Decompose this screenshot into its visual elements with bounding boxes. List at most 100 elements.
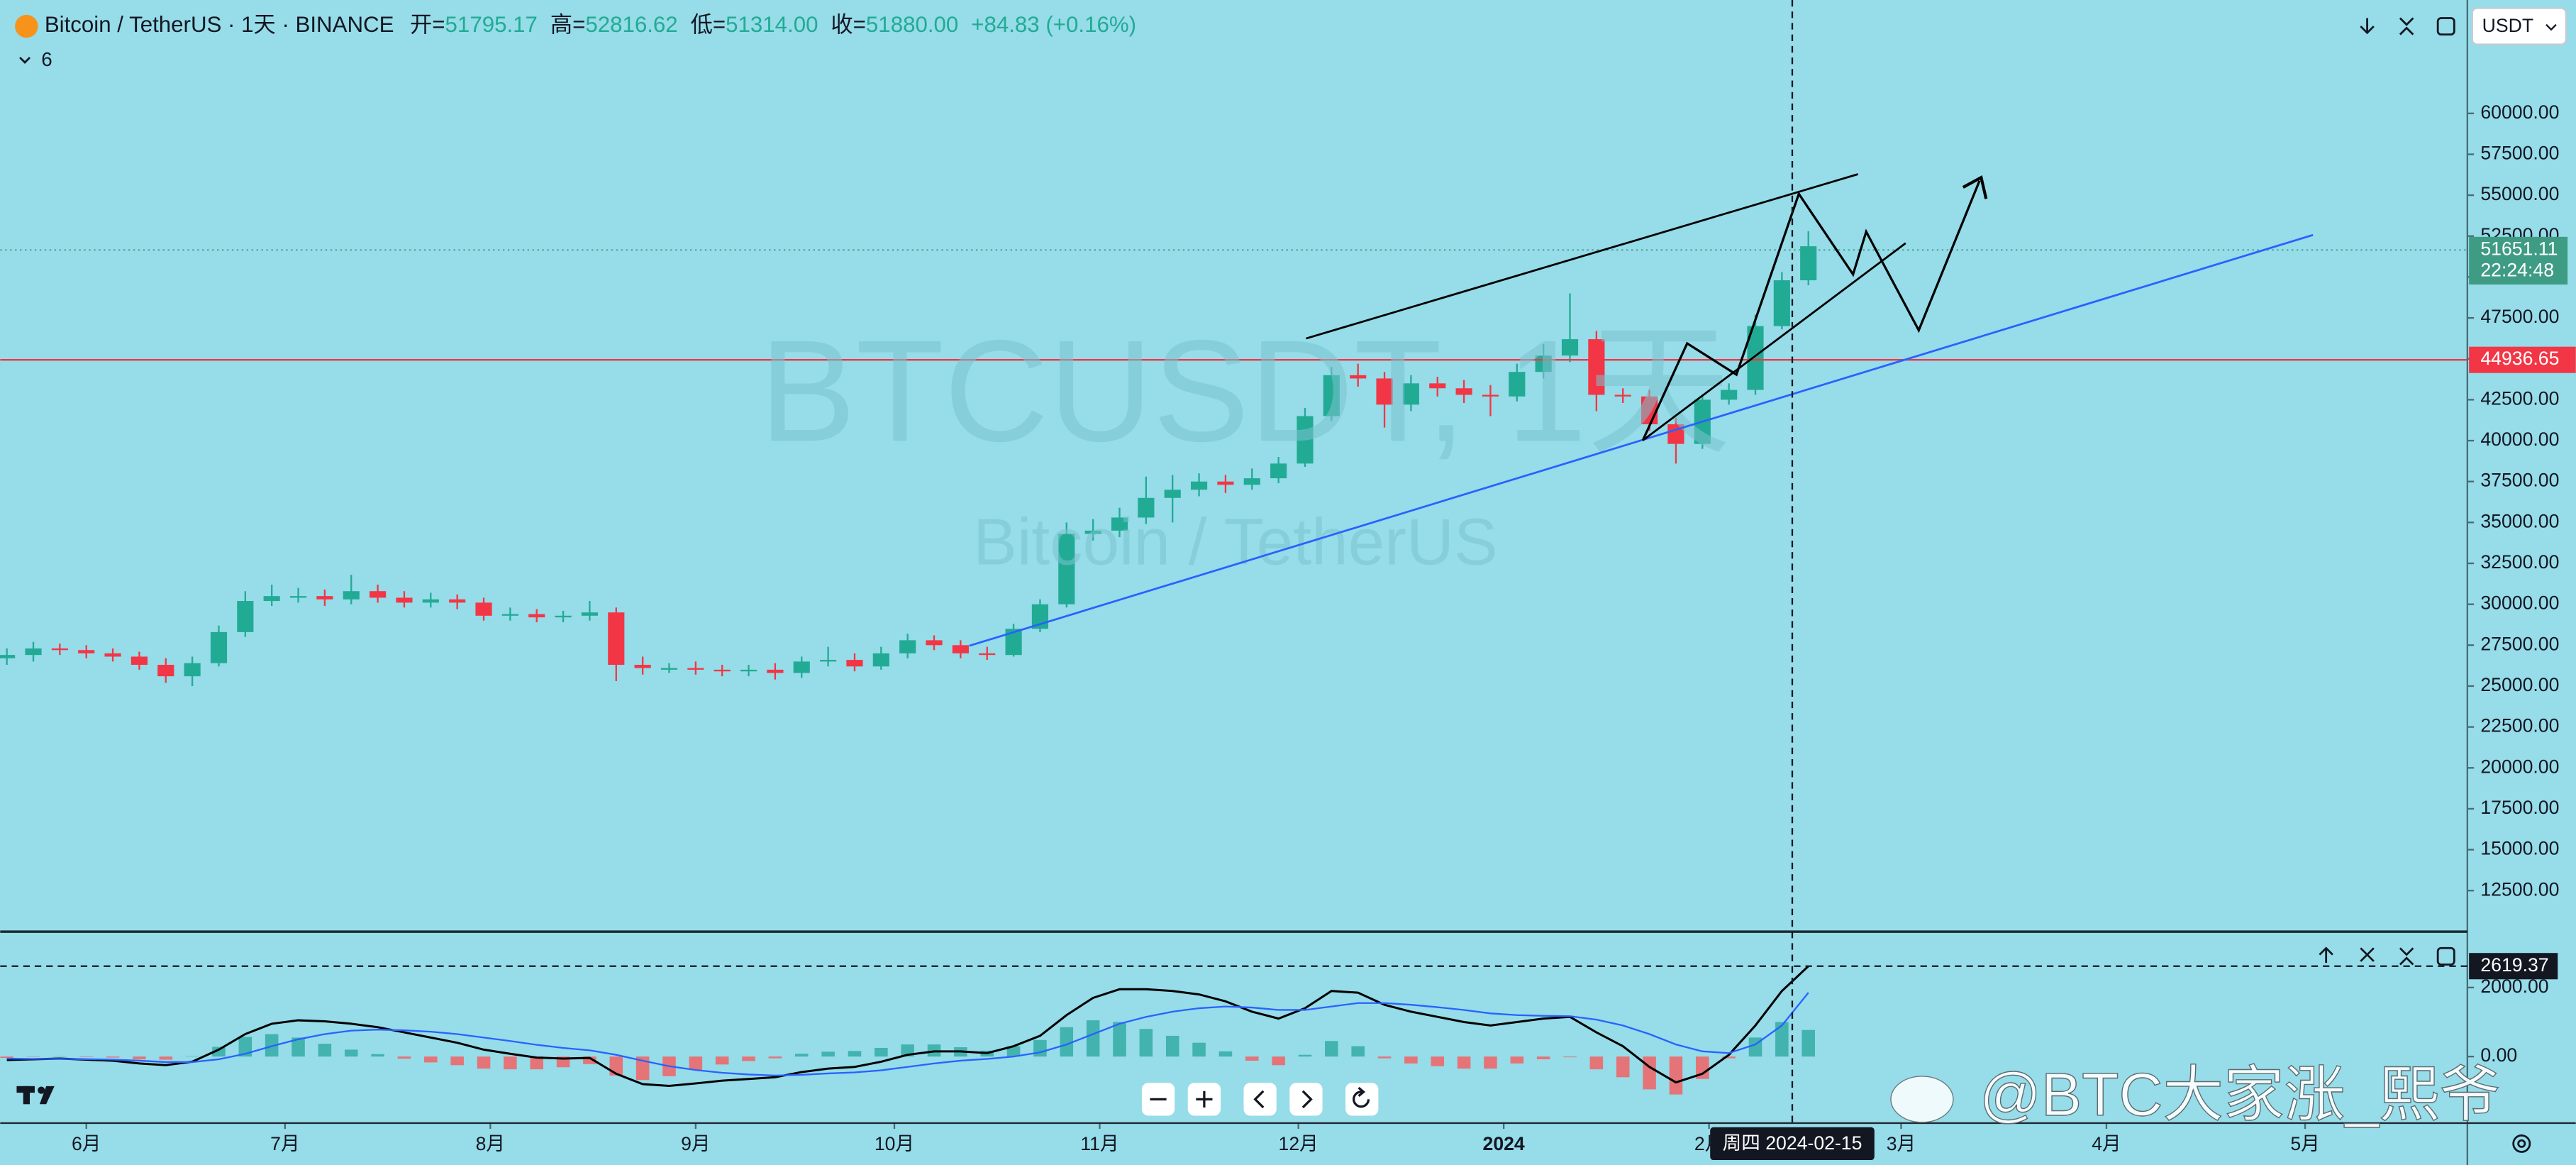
weibo-icon	[1890, 1076, 1954, 1123]
candle-body	[767, 669, 784, 673]
zoom-in-button[interactable]	[1187, 1083, 1221, 1116]
change: +84.83 (+0.16%)	[971, 12, 1136, 37]
histogram-bar	[1006, 1046, 1021, 1057]
candle-body	[1058, 534, 1075, 604]
low-label: 低=	[691, 12, 726, 37]
candle-body	[1376, 378, 1393, 405]
fullscreen-button[interactable]	[2436, 17, 2455, 36]
open-value: 51795.17	[445, 12, 538, 37]
candle-body	[1350, 375, 1367, 379]
last-price-box	[2469, 236, 2568, 285]
trend-line	[969, 233, 2314, 647]
histogram-bar	[159, 1056, 173, 1060]
candle-body	[660, 668, 678, 670]
candle-body	[528, 614, 545, 618]
maximize-button[interactable]	[2399, 17, 2414, 35]
last-value-label: 2619.37	[2480, 954, 2548, 976]
histogram-bar	[1563, 1056, 1577, 1058]
candle-body	[422, 599, 439, 603]
candle-body	[78, 650, 95, 653]
x-tick-label: 8月	[476, 1133, 505, 1154]
scroll-right-button[interactable]	[1289, 1083, 1323, 1116]
x-tick-label: 7月	[270, 1133, 299, 1154]
histogram-bar	[450, 1056, 464, 1066]
collapse-button[interactable]	[2360, 18, 2375, 35]
drawings	[969, 173, 2314, 647]
histogram-bar	[238, 1037, 252, 1057]
histogram-bar	[530, 1056, 543, 1070]
candle-body	[237, 601, 254, 632]
settings-button[interactable]	[2512, 1134, 2531, 1153]
candle-body	[0, 655, 16, 658]
indicator-line	[6, 965, 1809, 1087]
toolbar	[2360, 17, 2455, 36]
x-tick-label: 3月	[1887, 1133, 1916, 1154]
maximize-pane-button[interactable]	[2399, 947, 2414, 966]
close-value: 51880.00	[866, 12, 958, 37]
histogram-bar	[106, 1056, 120, 1058]
candle-body	[581, 612, 599, 616]
histogram-bar	[1801, 1029, 1815, 1057]
candle-body	[263, 596, 280, 602]
histogram-bar	[848, 1051, 862, 1057]
candle-body	[899, 640, 916, 653]
candle-body	[740, 669, 757, 672]
candle-body	[157, 664, 174, 677]
histogram-bar	[1272, 1056, 1285, 1066]
scroll-left-button[interactable]	[1243, 1083, 1277, 1116]
histogram-bar	[477, 1056, 491, 1069]
marks-layer: 6月 7月 8月 9月 10月 11月 12月 2024 2月 3月 4月 5月12500.00150…	[0, 101, 2559, 1154]
chevron-icon	[2546, 23, 2557, 31]
currency-select[interactable]: USDT	[2471, 7, 2567, 45]
histogram-bar	[715, 1056, 729, 1065]
close-label: 收=	[831, 12, 866, 37]
indicators-count: 6	[41, 48, 52, 70]
histogram-bar	[1325, 1041, 1338, 1057]
candle-body	[1111, 517, 1128, 531]
fullscreen-pane-button[interactable]	[2436, 946, 2455, 966]
histogram-bar	[397, 1056, 411, 1059]
histogram-bar	[1192, 1042, 1206, 1057]
candle-body	[104, 653, 121, 657]
candle-body	[793, 661, 810, 673]
y-tick-label: 20000.00	[2480, 756, 2559, 777]
histogram-bar	[1245, 1056, 1259, 1061]
close-pane-button[interactable]	[2360, 947, 2375, 962]
navigation-bar	[1141, 1083, 1379, 1116]
header: Bitcoin / TetherUS · 1天 · BINANCE 开=5179…	[45, 12, 1136, 37]
candle-body	[184, 663, 201, 677]
candle-body	[820, 660, 837, 662]
y-tick-label: 25000.00	[2480, 674, 2559, 695]
candle-body	[1005, 629, 1022, 656]
candle-body	[555, 615, 572, 618]
candle-body	[608, 612, 625, 665]
histogram-bar	[1139, 1029, 1153, 1057]
histogram-bar	[1775, 1022, 1789, 1057]
y-tick-label: 15000.00	[2480, 838, 2559, 859]
histogram-bar	[635, 1056, 650, 1081]
y-tick-label: 27500.00	[2480, 633, 2559, 654]
candle-body	[289, 596, 307, 598]
indicator-line	[6, 992, 1809, 1077]
reset-button[interactable]	[1345, 1083, 1379, 1116]
histogram-bar	[742, 1056, 755, 1061]
candle-body	[1561, 339, 1579, 356]
x-tick-label: 11月	[1080, 1133, 1118, 1154]
indicators-toggle[interactable]: 6	[19, 48, 52, 70]
histogram-bar	[1589, 1056, 1604, 1070]
histogram-bar	[1033, 1039, 1047, 1057]
histogram-bar	[689, 1056, 703, 1071]
y-tick-label: 22500.00	[2480, 715, 2559, 736]
candle-body	[872, 653, 889, 667]
candle-body	[1243, 478, 1260, 485]
zoom-out-button[interactable]	[1141, 1083, 1175, 1116]
open-label: 开=	[410, 12, 445, 37]
candle-body	[1482, 394, 1499, 397]
y-tick-label: 30000.00	[2480, 592, 2559, 614]
candle-body	[1270, 463, 1287, 479]
last-price-label: 51651.11	[2480, 238, 2558, 259]
candle-body	[1429, 383, 1446, 389]
currency: USDT	[2482, 15, 2533, 36]
move-up-button[interactable]	[2319, 946, 2333, 964]
